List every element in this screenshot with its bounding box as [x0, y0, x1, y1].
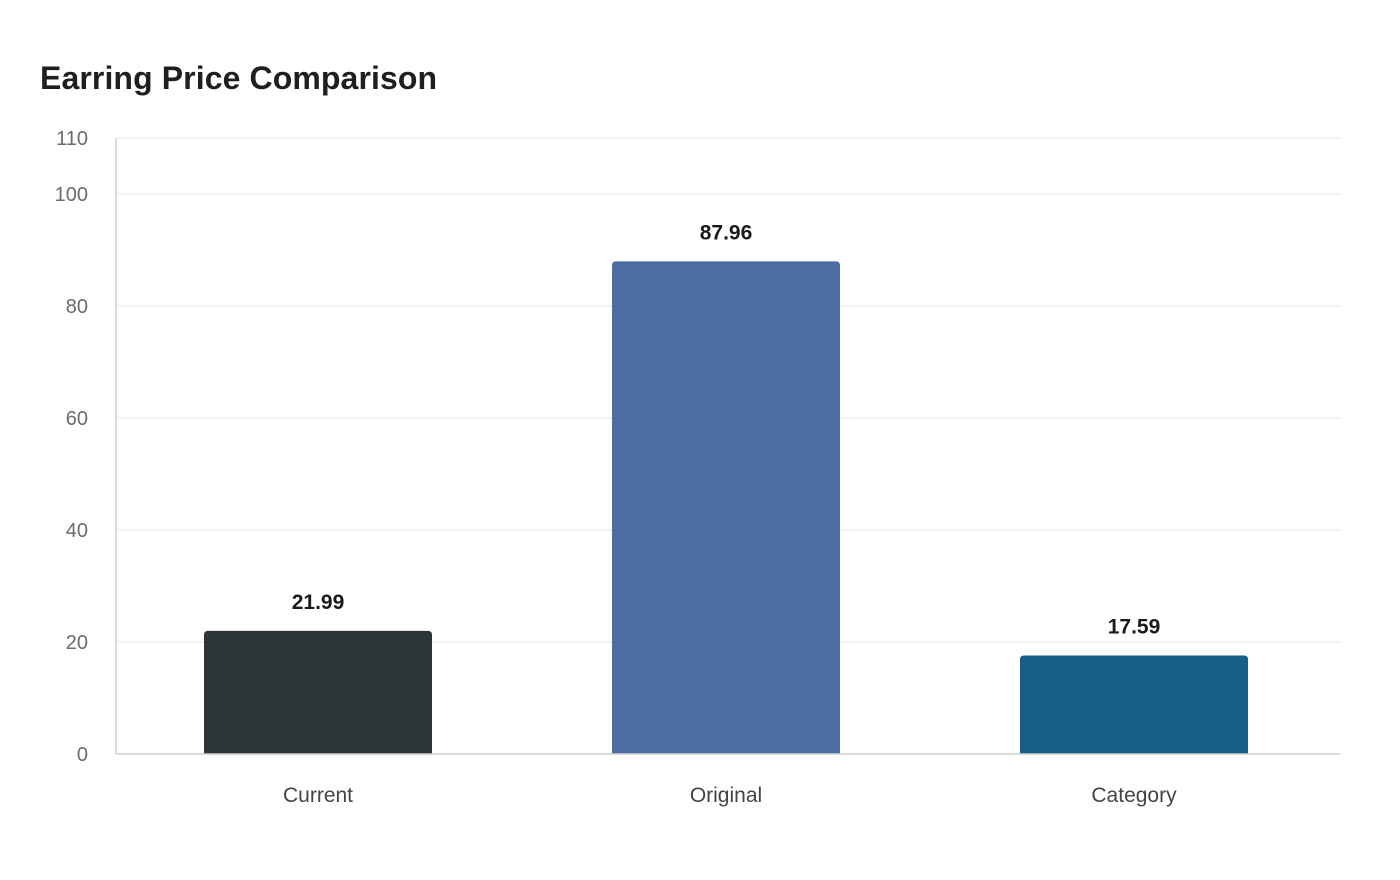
bar-category [1020, 655, 1248, 754]
y-tick-label: 40 [66, 520, 88, 542]
y-tick-label: 110 [56, 128, 88, 150]
data-label-original: 87.96 [700, 221, 753, 244]
x-axis: Current Original Category [116, 753, 1340, 807]
y-axis: 0 20 40 60 80 100 110 [55, 128, 117, 766]
x-tick-label-category: Category [1091, 784, 1177, 807]
bar-original [612, 261, 840, 754]
x-tick-label-original: Original [690, 784, 762, 807]
y-tick-label: 60 [66, 408, 88, 430]
y-tick-label: 0 [77, 744, 88, 766]
y-tick-label: 20 [66, 632, 88, 654]
y-tick-label: 80 [66, 296, 88, 318]
bars [204, 261, 1248, 754]
chart-title: Earring Price Comparison [40, 60, 438, 96]
data-label-current: 21.99 [292, 591, 345, 614]
bar-current [204, 630, 432, 754]
data-label-category: 17.59 [1108, 615, 1161, 638]
y-tick-label: 100 [55, 184, 88, 206]
data-labels: 21.99 87.96 17.59 [292, 221, 1161, 638]
x-tick-label-current: Current [283, 784, 353, 807]
